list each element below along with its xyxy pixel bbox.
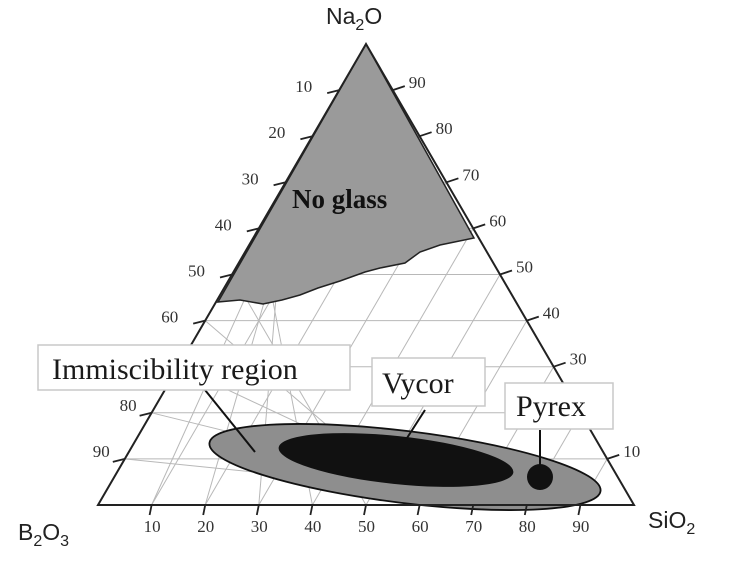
immiscibility-label-box (37, 344, 351, 391)
pyrex-region (527, 464, 553, 490)
tick-label-left: 60 (161, 308, 178, 327)
pyrex-label: Pyrex (516, 390, 586, 423)
tick-label-right: 90 (409, 73, 426, 92)
tick-mark (300, 135, 313, 141)
tick-label-left: 50 (188, 262, 205, 281)
tick-mark (148, 504, 153, 516)
tick-label-bottom: 90 (572, 517, 589, 536)
apex-label-sio2: SiO2 (648, 507, 695, 538)
tick-mark (470, 504, 475, 516)
tick-label-left: 20 (268, 123, 285, 142)
vycor-pointer (406, 409, 426, 439)
vycor-label: Vycor (382, 367, 454, 400)
tick-mark (419, 131, 432, 138)
no-glass-label: No glass (292, 184, 387, 214)
tick-mark (416, 504, 421, 516)
tick-label-bottom: 20 (197, 517, 214, 536)
tick-mark (363, 504, 367, 516)
tick-label-bottom: 60 (412, 517, 429, 536)
tick-mark (392, 85, 406, 91)
tick-mark (446, 177, 459, 184)
tick-mark (553, 361, 566, 368)
pyrex-label-box (504, 382, 614, 430)
tick-mark (526, 315, 540, 322)
tick-mark (192, 319, 206, 325)
no-glass-region (216, 42, 476, 305)
tick-mark (309, 504, 314, 516)
tick-label-bottom: 80 (519, 517, 536, 536)
immiscibility-pointer (204, 389, 256, 453)
tick-mark (499, 269, 513, 276)
tick-mark (246, 227, 260, 233)
tick-mark (326, 89, 340, 94)
tick-label-bottom: 30 (251, 517, 268, 536)
vycor-label-box (371, 357, 486, 407)
tick-label-left: 30 (242, 169, 259, 188)
tick-label-left: 90 (93, 442, 110, 461)
apex-label-b2o3: B2O3 (18, 519, 69, 550)
tick-mark (112, 458, 126, 463)
tick-label-left: 40 (215, 215, 232, 234)
tick-label-right: 80 (436, 119, 453, 138)
tick-label-right: 60 (489, 211, 506, 230)
tick-mark (139, 411, 152, 417)
tick-label-right: 10 (623, 442, 640, 461)
tick-label-right: 70 (462, 165, 479, 184)
tick-label-right: 30 (570, 350, 587, 369)
tick-mark (255, 504, 260, 516)
tick-label-bottom: 10 (144, 517, 161, 536)
tick-label-bottom: 70 (465, 517, 482, 536)
tick-mark (202, 504, 207, 516)
tick-mark (577, 504, 582, 516)
tick-label-right: 40 (543, 304, 560, 323)
immiscibility-label: Immiscibility region (52, 353, 298, 386)
tick-mark (273, 181, 286, 187)
tick-label-bottom: 40 (304, 517, 321, 536)
tick-label-right: 50 (516, 258, 533, 277)
vycor-region (278, 433, 514, 487)
tick-mark (472, 223, 486, 230)
tick-label-left: 80 (120, 396, 137, 415)
tick-label-bottom: 50 (358, 517, 375, 536)
tick-label-left: 10 (295, 77, 312, 96)
apex-label-na2o: Na2O (326, 3, 382, 34)
tick-mark (523, 504, 528, 516)
tick-mark (606, 454, 620, 460)
tick-mark (219, 273, 233, 279)
